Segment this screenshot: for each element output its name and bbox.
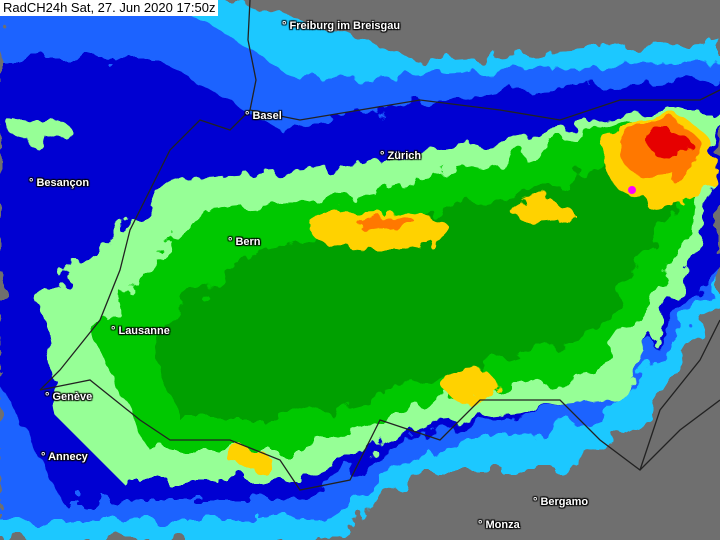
city-label-bergamo: ° Bergamo bbox=[533, 496, 589, 508]
city-label-zurich: ° Zürich bbox=[380, 150, 422, 162]
city-label-besancon: ° Besançon bbox=[29, 177, 90, 189]
border-lines bbox=[39, 0, 720, 491]
city-label-monza: ° Monza bbox=[478, 519, 520, 531]
city-label-freiburg: ° Freiburg im Breisgau bbox=[282, 20, 401, 32]
city-label-basel: ° Basel bbox=[245, 110, 282, 122]
city-label-geneve: ° Genève bbox=[45, 391, 93, 403]
city-label-lausanne: ° Lausanne bbox=[111, 325, 170, 337]
city-label-bern: ° Bern bbox=[228, 236, 261, 248]
city-label-annecy: ° Annecy bbox=[41, 451, 88, 463]
radar-timestamp-title: RadCH24h Sat, 27. Jun 2020 17:50z bbox=[0, 0, 219, 16]
max-intensity-cell bbox=[628, 186, 636, 194]
